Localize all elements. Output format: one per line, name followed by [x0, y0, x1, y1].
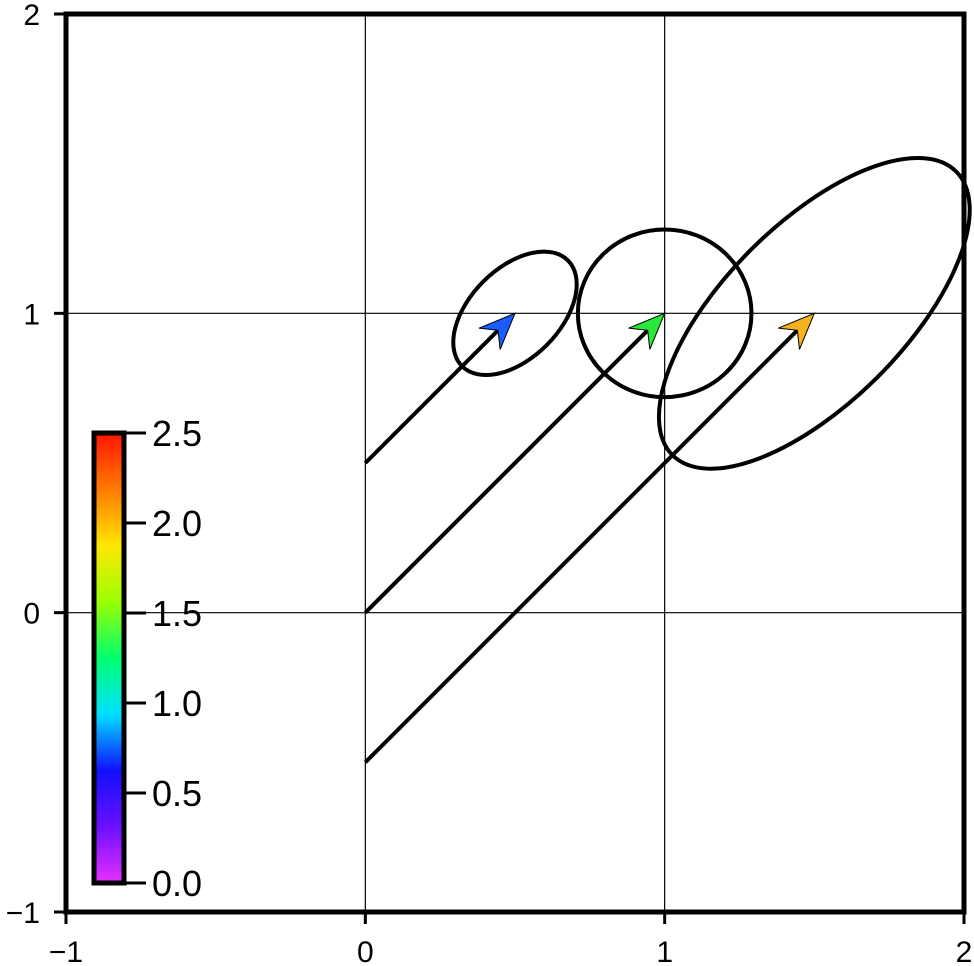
colorbar: 0.0 0.5 1.0 1.5 2.0 2.5: [91, 413, 202, 904]
y-tick-label: 2: [23, 0, 40, 32]
vector-shaft: [363, 328, 799, 764]
vectors: [363, 312, 816, 764]
vector-arrowhead: [628, 312, 666, 350]
y-tick-label: 1: [23, 298, 40, 331]
vector-arrowhead: [778, 312, 816, 350]
colorbar-tick-label: 2.0: [152, 503, 202, 544]
error-ellipse: [575, 227, 754, 400]
colorbar-gradient: [91, 430, 127, 886]
axis-ticks: −1 0 1 2 −1 0 1 2: [6, 0, 973, 966]
colorbar-tick-label: 2.5: [152, 413, 202, 454]
vector-shaft: [363, 328, 650, 615]
vector-arrowhead: [478, 312, 516, 350]
colorbar-tick-label: 1.0: [152, 683, 202, 724]
y-tick-label: 0: [23, 598, 40, 631]
plot-frame: [63, 11, 967, 915]
vector-shaft: [363, 328, 500, 465]
x-tick-label: 2: [956, 936, 973, 966]
colorbar-tick-label: 0.0: [152, 863, 202, 904]
colorbar-tick-label: 0.5: [152, 773, 202, 814]
colorbar-tick-label: 1.5: [152, 593, 202, 634]
x-tick-label: 0: [357, 936, 374, 966]
x-tick-label: −1: [49, 936, 83, 966]
y-tick-label: −1: [6, 897, 40, 930]
x-tick-label: 1: [656, 936, 673, 966]
